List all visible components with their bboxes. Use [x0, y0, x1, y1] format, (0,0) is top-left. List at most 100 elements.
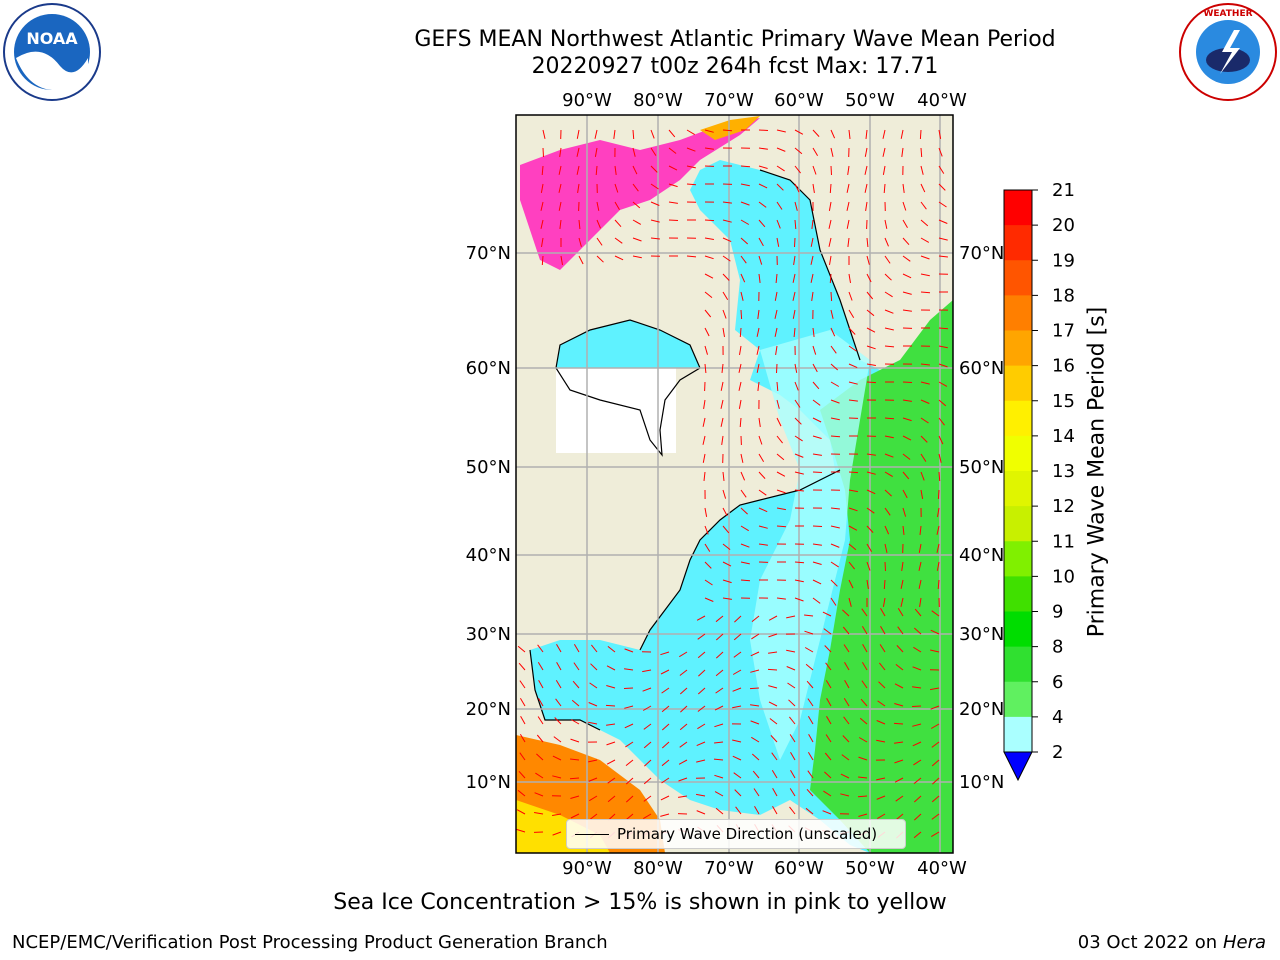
wave-arrow [830, 129, 836, 139]
wave-arrow [901, 561, 904, 571]
wave-arrow [537, 644, 544, 653]
wave-arrow [920, 291, 931, 294]
wave-arrow [902, 471, 910, 480]
wave-arrow [895, 795, 904, 802]
wave-arrow [704, 255, 714, 260]
wave-arrow [776, 435, 783, 444]
wave-arrow [931, 741, 940, 748]
wave-arrow [596, 255, 604, 263]
wave-arrow [776, 507, 786, 511]
wave-arrow [697, 723, 706, 730]
sea-ice-yellow [700, 116, 760, 140]
lon-label-top: 50°W [845, 90, 895, 111]
wave-arrow [938, 435, 944, 445]
colorbar-tick-label: 2 [1052, 742, 1063, 763]
date-label: 03 Oct 2022 on [1077, 932, 1218, 953]
wave-arrow [768, 633, 778, 638]
colorbar-ticks: 21 20 19 18 17 16 15 14 13 12 11 10 9 8 6 4 2 [1032, 180, 1075, 763]
wave-arrow [776, 183, 784, 191]
wave-arrow [720, 417, 724, 427]
colorbar-segment [1004, 400, 1032, 437]
wave-arrow [902, 453, 911, 460]
wave-arrow [842, 626, 850, 635]
colorbar-segment [1004, 225, 1032, 261]
wave-arrow [625, 813, 634, 821]
wave-arrow [740, 255, 747, 264]
colorbar-segment [1004, 716, 1032, 753]
wave-arrow [768, 615, 778, 621]
wave-arrow [902, 201, 907, 211]
wave-arrow [894, 683, 904, 689]
lon-ticks-top: 90°W 80°W 70°W 60°W 50°W 40°W [562, 90, 967, 111]
wave-arrow [596, 237, 603, 246]
wave-arrow [938, 453, 942, 463]
wave-arrow [918, 561, 922, 571]
wave-arrow [786, 666, 796, 671]
wave-arrow [750, 720, 760, 725]
wave-arrow [776, 147, 786, 152]
wave-arrow [772, 787, 778, 797]
wave-arrow [786, 615, 796, 619]
wave-arrow [661, 759, 670, 767]
wave-arrow [830, 399, 840, 404]
colorbar-tick-label: 17 [1052, 321, 1075, 342]
wave-arrow [538, 679, 544, 689]
wave-arrow [807, 752, 814, 761]
wave-arrow [756, 327, 760, 337]
colorbar-label: Primary Wave Mean Period [s] [1084, 306, 1110, 638]
wave-arrow [571, 699, 580, 707]
wave-arrow [734, 615, 742, 623]
lon-label-top: 60°W [774, 90, 824, 111]
wave-arrow [866, 525, 874, 533]
wave-arrow [558, 165, 562, 175]
lat-label-right: 70°N [959, 243, 1004, 264]
wave-arrow [937, 507, 940, 517]
wave-arrow [938, 471, 941, 482]
wave-arrow [794, 147, 803, 155]
lon-label-bottom: 60°W [774, 858, 824, 879]
wave-arrow [536, 734, 544, 743]
wave-arrow [740, 309, 743, 320]
svg-text:NOAA: NOAA [26, 29, 78, 48]
wave-arrow [643, 813, 652, 820]
wave-arrow [660, 669, 670, 675]
wave-arrow [516, 828, 526, 833]
wave-arrow [878, 681, 886, 689]
wave-arrow [806, 680, 814, 689]
wave-arrow [596, 219, 601, 229]
wave-arrow [573, 643, 580, 653]
wave-arrow [900, 579, 904, 589]
wave-arrow [884, 417, 895, 420]
wave-arrow [812, 561, 822, 565]
wave-arrow [740, 453, 744, 463]
wave-arrow [722, 525, 730, 534]
wave-arrow [848, 309, 855, 318]
wave-arrow [794, 435, 803, 442]
wave-arrow [740, 291, 744, 301]
wave-arrow [930, 705, 940, 710]
wave-arrow [650, 183, 659, 190]
wave-arrow [902, 183, 905, 193]
wave-arrow [901, 147, 904, 157]
wave-arrow [830, 363, 839, 371]
wave-arrow [668, 183, 678, 188]
wave-arrow [913, 813, 922, 821]
wave-arrow [811, 291, 814, 301]
wave-arrow [704, 273, 714, 279]
wave-arrow [758, 525, 768, 529]
wave-arrow [810, 273, 814, 283]
wave-arrow [722, 291, 729, 300]
wave-arrow [938, 201, 947, 208]
wave-arrow [920, 399, 930, 404]
wave-arrow [931, 813, 940, 820]
wave-arrow [715, 633, 724, 641]
wave-arrow [714, 741, 724, 744]
wave-arrow [902, 489, 908, 499]
wave-arrow [697, 651, 706, 659]
wave-arrow [538, 697, 544, 707]
wave-arrow [884, 273, 892, 281]
wave-arrow [848, 381, 858, 385]
wave-arrow [914, 608, 922, 617]
wave-arrow [607, 777, 616, 784]
wave-arrow [848, 471, 859, 474]
